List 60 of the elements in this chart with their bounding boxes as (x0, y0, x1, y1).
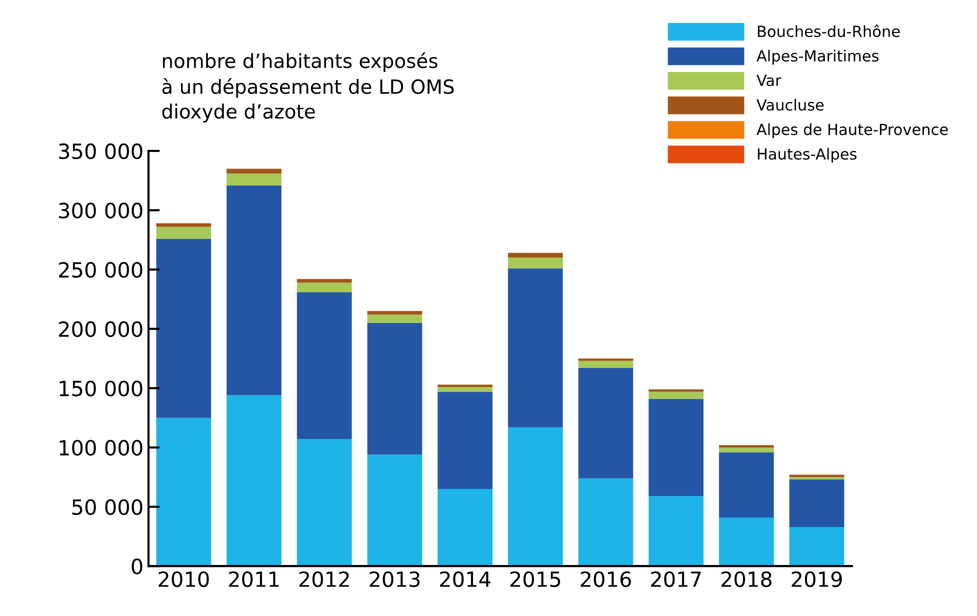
y-tick-label: 0 (132, 558, 142, 574)
bar (578, 360, 634, 368)
x-tick-label: 2011 (229, 571, 279, 588)
bar (508, 427, 563, 566)
x-tick-label: 2015 (510, 571, 560, 588)
bar (648, 392, 704, 399)
bar (648, 398, 704, 496)
bar (438, 489, 492, 566)
bar (367, 322, 422, 455)
legend-label: Hautes-Alpes (758, 148, 856, 163)
x-tick-label: 2018 (721, 571, 772, 588)
bar (718, 452, 774, 518)
bar (367, 311, 422, 315)
y-tick-label: 200 000 (59, 321, 142, 338)
legend-label: Vaucluse (756, 98, 824, 111)
y-tick-label: 150 000 (60, 380, 142, 396)
bar (296, 439, 352, 566)
y-tick-label: 300 000 (59, 202, 142, 218)
x-tick-label: 2019 (792, 571, 842, 588)
bar (226, 185, 282, 396)
x-tick-label: 2016 (580, 571, 631, 588)
bar (789, 477, 844, 480)
bar (438, 386, 492, 392)
legend-label: Alpes-Maritimes (756, 50, 879, 65)
x-tick-label: 2014 (440, 571, 490, 588)
bar (156, 418, 212, 566)
bar (367, 314, 422, 323)
bar (789, 526, 844, 566)
bar (296, 282, 352, 292)
bar (226, 173, 282, 186)
legend-label: Alpes de Haute-Provence (756, 123, 948, 138)
x-tick-label: 2010 (158, 571, 209, 588)
bar (578, 368, 634, 478)
y-tick-label: 250 000 (59, 262, 142, 278)
y-tick-label: 350 000 (59, 143, 142, 160)
bar (578, 478, 634, 566)
legend-label: Bouches-du-Rhône (758, 24, 900, 38)
bar (156, 223, 212, 227)
bar (438, 392, 492, 489)
bar (789, 480, 844, 527)
bar (296, 279, 352, 283)
x-tick-label: 2012 (299, 571, 349, 588)
bar (156, 238, 212, 418)
bar (156, 226, 212, 239)
bar (718, 517, 774, 566)
bar (226, 395, 282, 566)
bar (508, 252, 563, 258)
bar (367, 454, 422, 566)
bar (296, 292, 352, 440)
y-tick-label: 50 000 (72, 499, 142, 516)
legend-label: Var (756, 74, 782, 86)
bar (508, 268, 563, 428)
bar (648, 496, 704, 566)
bar (508, 258, 563, 268)
y-tick-label: 100 000 (60, 440, 142, 456)
bar (226, 168, 282, 174)
bar (718, 447, 774, 452)
x-tick-label: 2017 (651, 571, 701, 588)
chart-title: nombre d’habitants exposés à un dépassement de LD OMS dioxyde d’azote (162, 52, 454, 122)
x-tick-label: 2013 (370, 571, 420, 588)
